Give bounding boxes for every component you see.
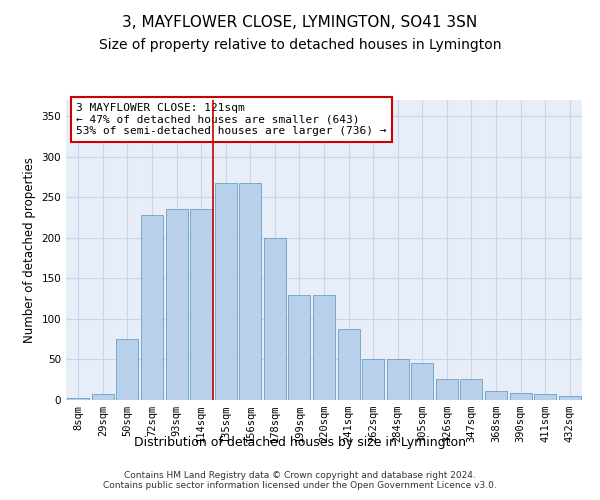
Text: Size of property relative to detached houses in Lymington: Size of property relative to detached ho… <box>99 38 501 52</box>
Bar <box>386 360 409 400</box>
Bar <box>411 362 433 400</box>
Bar <box>436 379 458 400</box>
Text: Contains HM Land Registry data © Crown copyright and database right 2024.
Contai: Contains HM Land Registry data © Crown c… <box>103 470 497 490</box>
Bar <box>460 379 482 400</box>
Bar <box>92 394 114 400</box>
Bar <box>239 182 262 400</box>
Bar <box>289 294 310 400</box>
Bar <box>264 238 286 400</box>
Y-axis label: Number of detached properties: Number of detached properties <box>23 157 36 343</box>
Bar <box>559 396 581 400</box>
Bar <box>67 398 89 400</box>
Bar <box>534 394 556 400</box>
Text: Distribution of detached houses by size in Lymington: Distribution of detached houses by size … <box>134 436 466 449</box>
Bar <box>141 215 163 400</box>
Bar <box>485 391 507 400</box>
Bar <box>313 294 335 400</box>
Bar <box>362 360 384 400</box>
Bar <box>215 182 237 400</box>
Text: 3, MAYFLOWER CLOSE, LYMINGTON, SO41 3SN: 3, MAYFLOWER CLOSE, LYMINGTON, SO41 3SN <box>122 15 478 30</box>
Bar <box>166 210 188 400</box>
Bar <box>190 210 212 400</box>
Bar <box>116 339 139 400</box>
Bar <box>509 392 532 400</box>
Text: 3 MAYFLOWER CLOSE: 121sqm
← 47% of detached houses are smaller (643)
53% of semi: 3 MAYFLOWER CLOSE: 121sqm ← 47% of detac… <box>76 103 387 136</box>
Bar <box>338 330 359 400</box>
